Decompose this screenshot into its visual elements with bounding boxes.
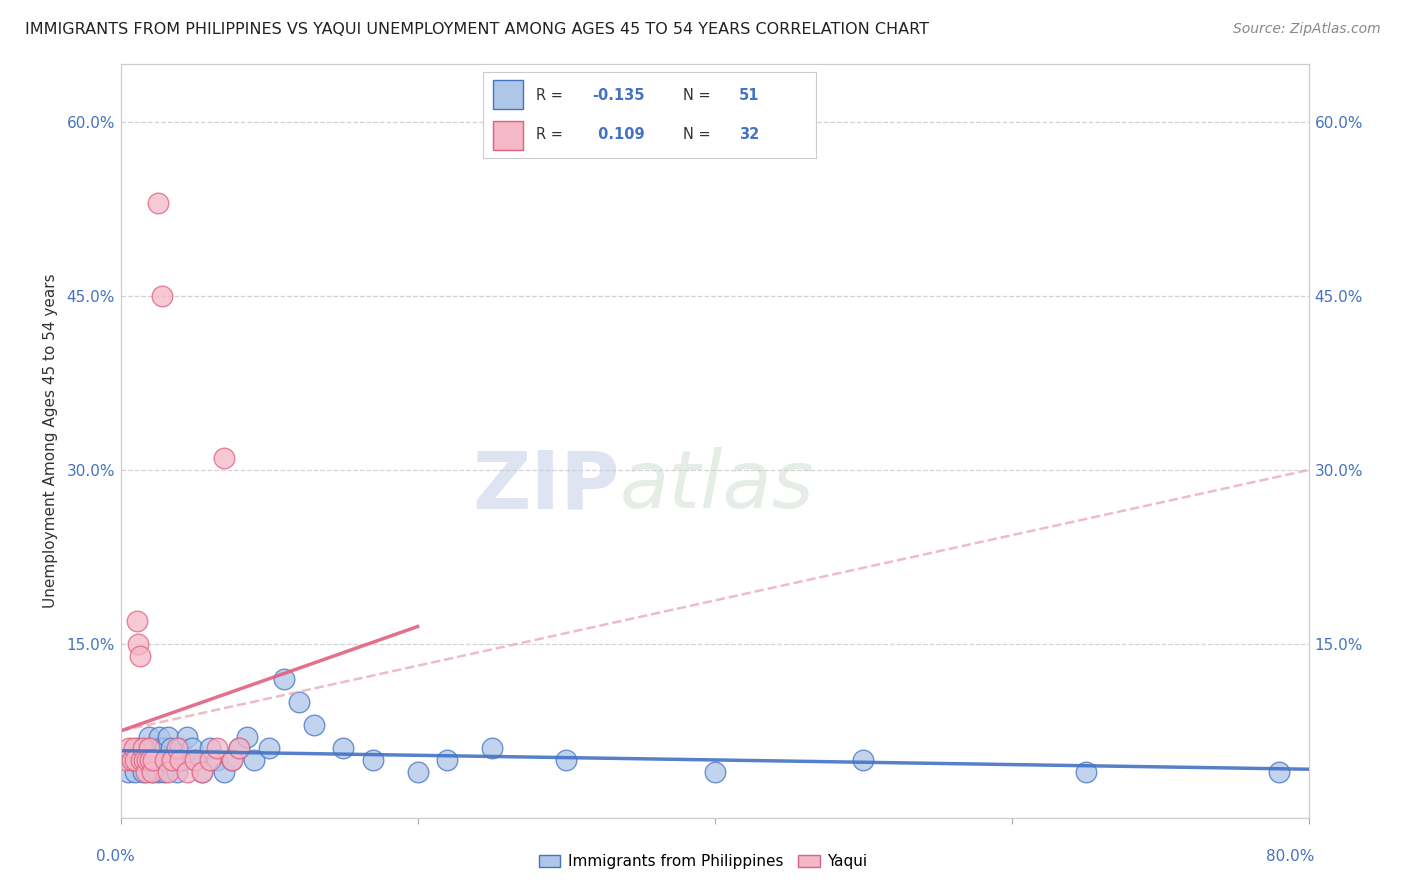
Point: [149, 741, 172, 756]
Point: [169, 753, 191, 767]
Point: [127, 741, 149, 756]
Point: [153, 741, 176, 756]
Point: [703, 764, 725, 779]
Point: [141, 764, 163, 779]
Point: [125, 614, 148, 628]
Point: [157, 730, 180, 744]
Point: [138, 730, 160, 744]
Point: [146, 764, 169, 779]
Point: [166, 764, 188, 779]
Point: [191, 764, 214, 779]
Text: Source: ZipAtlas.com: Source: ZipAtlas.com: [1233, 22, 1381, 37]
Point: [184, 753, 207, 767]
Point: [555, 753, 578, 767]
Point: [184, 753, 207, 767]
Y-axis label: Unemployment Among Ages 45 to 54 years: Unemployment Among Ages 45 to 54 years: [44, 274, 58, 608]
Point: [132, 764, 155, 779]
Point: [287, 695, 309, 709]
Point: [191, 764, 214, 779]
Point: [134, 753, 156, 767]
Point: [1268, 764, 1291, 779]
Point: [481, 741, 503, 756]
Point: [236, 730, 259, 744]
Point: [205, 741, 228, 756]
Point: [172, 753, 194, 767]
Point: [127, 637, 149, 651]
Point: [153, 753, 176, 767]
Text: ZIP: ZIP: [472, 447, 620, 525]
Legend: Immigrants from Philippines, Yaqui: Immigrants from Philippines, Yaqui: [533, 848, 873, 875]
Point: [243, 753, 266, 767]
Point: [128, 648, 150, 663]
Point: [150, 753, 173, 767]
Point: [157, 764, 180, 779]
Point: [214, 764, 236, 779]
Point: [146, 196, 169, 211]
Point: [134, 741, 156, 756]
Point: [176, 764, 198, 779]
Point: [406, 764, 429, 779]
Point: [139, 741, 162, 756]
Point: [160, 741, 183, 756]
Point: [176, 730, 198, 744]
Point: [214, 451, 236, 466]
Point: [228, 741, 250, 756]
Point: [198, 741, 221, 756]
Point: [141, 753, 163, 767]
Point: [143, 741, 166, 756]
Point: [121, 753, 143, 767]
Point: [169, 741, 191, 756]
Point: [117, 764, 139, 779]
Text: 80.0%: 80.0%: [1267, 849, 1315, 863]
Point: [257, 741, 280, 756]
Point: [121, 753, 143, 767]
Point: [118, 741, 141, 756]
Point: [135, 764, 157, 779]
Point: [142, 764, 165, 779]
Point: [124, 753, 146, 767]
Point: [221, 753, 243, 767]
Point: [361, 753, 384, 767]
Point: [852, 753, 875, 767]
Point: [124, 764, 146, 779]
Point: [128, 753, 150, 767]
Point: [139, 753, 162, 767]
Text: atlas: atlas: [620, 447, 814, 525]
Point: [228, 741, 250, 756]
Point: [221, 753, 243, 767]
Point: [132, 741, 155, 756]
Text: 0.0%: 0.0%: [96, 849, 135, 863]
Point: [142, 753, 165, 767]
Point: [162, 753, 184, 767]
Point: [332, 741, 354, 756]
Point: [150, 289, 173, 303]
Point: [205, 753, 228, 767]
Point: [152, 764, 174, 779]
Point: [273, 672, 295, 686]
Point: [145, 753, 167, 767]
Point: [166, 741, 188, 756]
Point: [136, 753, 159, 767]
Point: [163, 753, 186, 767]
Point: [131, 753, 153, 767]
Point: [198, 753, 221, 767]
Point: [302, 718, 325, 732]
Point: [136, 753, 159, 767]
Point: [180, 741, 202, 756]
Point: [436, 753, 458, 767]
Point: [122, 741, 145, 756]
Point: [148, 730, 170, 744]
Text: IMMIGRANTS FROM PHILIPPINES VS YAQUI UNEMPLOYMENT AMONG AGES 45 TO 54 YEARS CORR: IMMIGRANTS FROM PHILIPPINES VS YAQUI UNE…: [25, 22, 929, 37]
Point: [138, 741, 160, 756]
Point: [115, 753, 138, 767]
Point: [1074, 764, 1097, 779]
